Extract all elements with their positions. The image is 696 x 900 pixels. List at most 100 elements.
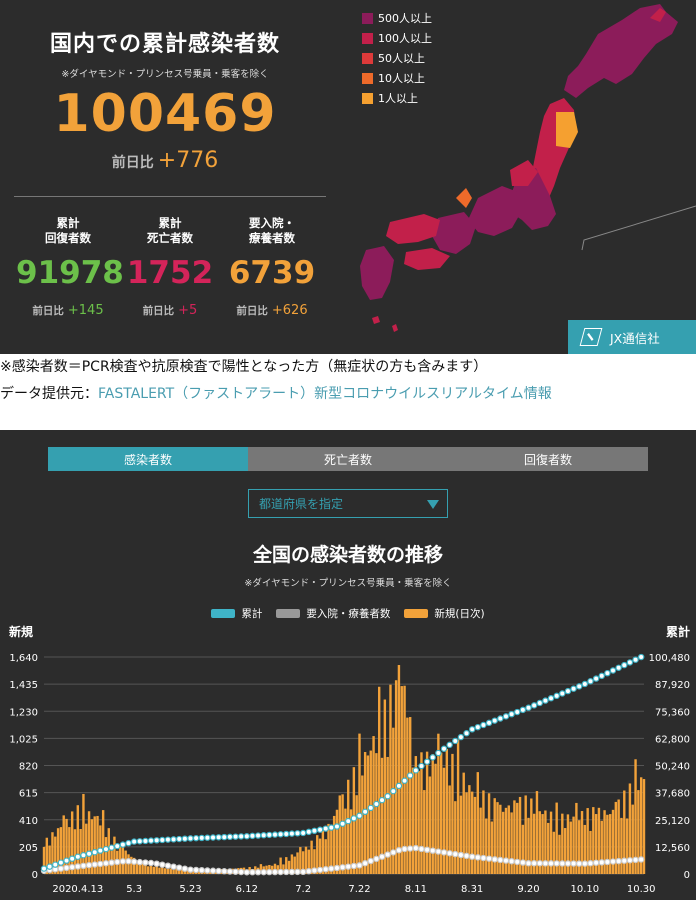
bar [442, 767, 446, 874]
cumulative-point [621, 661, 628, 669]
stat-diff-label: 前日比 [32, 305, 64, 317]
legend-label: 500人以上 [378, 12, 432, 25]
cumulative-point [559, 690, 566, 697]
cumulative-point [322, 825, 329, 832]
cumulative-point [63, 857, 70, 864]
bar [369, 750, 372, 874]
hospitalized-point [452, 850, 459, 858]
cumulative-point [108, 844, 115, 851]
x-tick-label: 7.2 [295, 884, 311, 895]
hospitalized-point [209, 867, 217, 874]
bar [290, 854, 294, 874]
stat-diff: 前日比 +145 [16, 303, 120, 318]
bar [597, 807, 601, 874]
map-legend-item: 10人以上 [362, 70, 425, 86]
hospitalized-point [429, 847, 436, 854]
bar [470, 791, 474, 874]
bar [65, 818, 68, 874]
japan-map[interactable] [360, 0, 696, 354]
hospitalized-point [316, 866, 324, 874]
cumulative-point [339, 820, 346, 827]
stat-diff: 前日比 +626 [220, 303, 324, 318]
bar [549, 811, 553, 874]
cumulative-point [299, 829, 307, 837]
hospitalized-point [80, 862, 87, 870]
bar [639, 777, 643, 874]
bar [634, 759, 637, 874]
bar [501, 811, 505, 874]
hospitalized-point [418, 845, 425, 853]
cumulative-point [440, 745, 448, 752]
cumulative-point [187, 835, 194, 842]
hospitalized-point [215, 867, 222, 875]
cumulative-point [288, 830, 296, 837]
hospitalized-point [384, 851, 391, 858]
bar [496, 802, 499, 874]
cumulative-point [395, 782, 403, 790]
cumulative-point [232, 833, 239, 840]
legend-swatch [362, 32, 373, 44]
brand-badge[interactable]: JX通信社 [568, 320, 696, 354]
bar [158, 867, 161, 874]
hospitalized-point [592, 859, 600, 866]
hospitalized-point [530, 860, 538, 867]
bar [118, 844, 122, 874]
legend-item-daily[interactable]: 新規(日次) [404, 606, 485, 621]
summary-note: ※ダイヤモンド・プリンセス号乗員・乗客を除く [61, 69, 269, 80]
cases-chart[interactable]: 0 0 205 12,560 410 25,120 615 37,680 820 50,240 1,… [0, 620, 696, 900]
hospitalized-point [63, 864, 70, 872]
legend-item-hospitalized[interactable]: 要入院・療養者数 [276, 606, 390, 621]
cumulative-point [164, 836, 172, 843]
cumulative-point [350, 815, 358, 822]
bar [85, 823, 88, 874]
hospitalized-point [373, 855, 380, 863]
x-tick-label: 10.30 [627, 884, 656, 895]
bar [434, 763, 437, 874]
cumulative-point [170, 836, 177, 843]
bar [608, 814, 612, 874]
hospitalized-point [181, 865, 189, 872]
hospitalized-point [243, 869, 251, 876]
cumulative-point [68, 855, 76, 862]
cumulative-point [474, 723, 482, 731]
map-chugoku [386, 214, 440, 244]
legend-item-cumulative[interactable]: 累計 [211, 606, 262, 621]
bar [144, 861, 147, 874]
cumulative-point [328, 824, 335, 831]
cumulative-point [283, 830, 290, 838]
bar [544, 810, 547, 874]
bar [600, 820, 603, 874]
left-tick-label: 1,230 [9, 707, 38, 718]
tab-recoveries[interactable]: 回復者数 [448, 447, 648, 471]
x-tick-label: 8.31 [461, 884, 483, 895]
cumulative-point [446, 741, 453, 749]
prefecture-select[interactable]: 都道府県を指定 [248, 489, 448, 518]
bar [155, 865, 158, 874]
bar [428, 776, 432, 874]
bar [282, 864, 285, 874]
tab-deaths[interactable]: 死亡者数 [248, 447, 448, 471]
cumulative-point [147, 837, 155, 844]
bar [383, 699, 387, 874]
hospitalized-point [626, 857, 634, 864]
hospitalized-point [637, 856, 645, 863]
bar [445, 749, 449, 874]
right-tick-label: 12,560 [655, 843, 690, 854]
bar [451, 753, 454, 874]
bar [42, 846, 46, 874]
source-link[interactable]: FASTALERT（ファストアラート）新型コロナウイルスリアルタイム情報 [98, 386, 552, 402]
cumulative-point [130, 838, 138, 845]
cumulative-point [181, 835, 189, 842]
hospitalized-point [277, 868, 284, 876]
cumulative-point [384, 793, 391, 800]
bar [606, 814, 609, 874]
cumulative-point [316, 826, 324, 833]
tab-infections[interactable]: 感染者数 [48, 447, 248, 471]
hospitalized-point [176, 864, 183, 871]
hospitalized-point [74, 863, 82, 870]
cumulative-point [209, 834, 217, 841]
bar [628, 783, 632, 874]
brand-label: JX通信社 [610, 330, 660, 346]
bar [73, 829, 77, 874]
map-hokkaido-east [650, 8, 666, 22]
